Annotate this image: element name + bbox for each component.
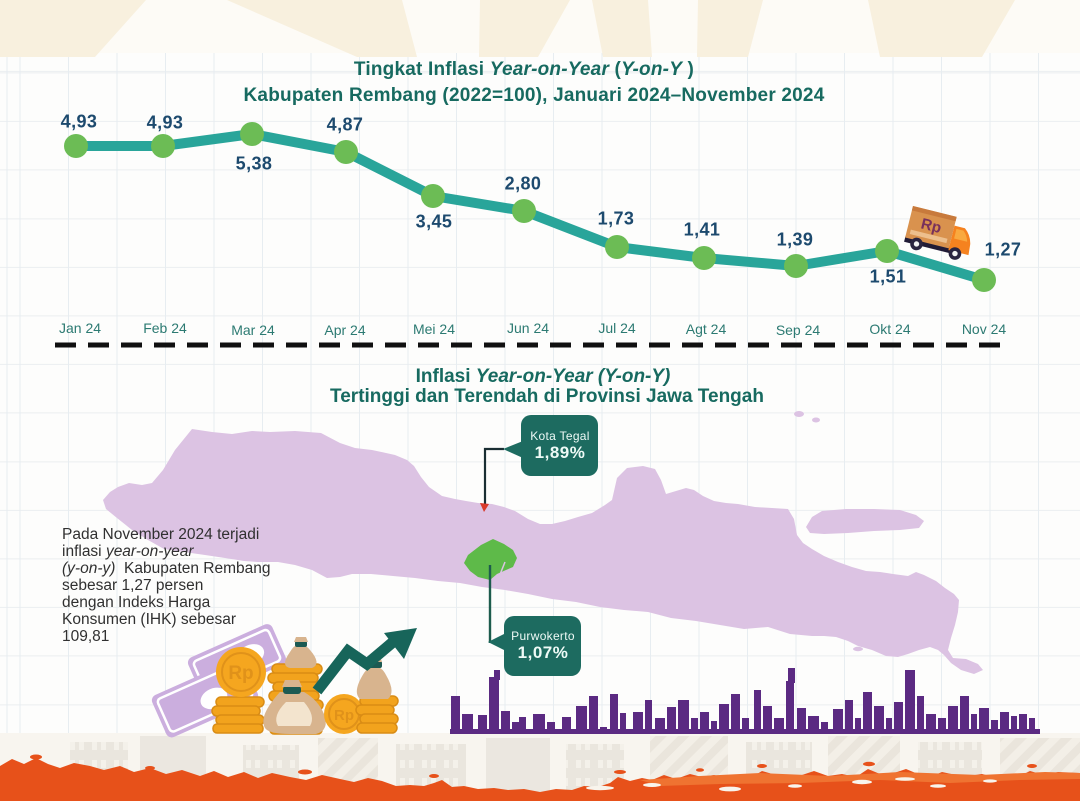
svg-text:Rp: Rp: [334, 707, 354, 724]
svg-text:Rp: Rp: [228, 663, 253, 684]
svg-text:Rp: Rp: [919, 216, 943, 237]
